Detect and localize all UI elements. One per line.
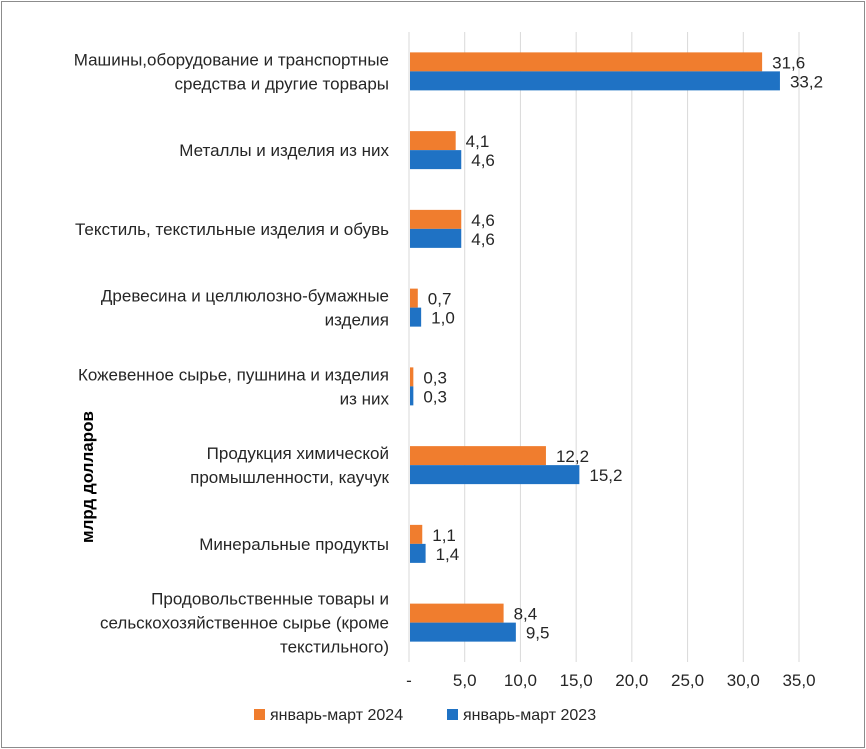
category-labels: Машины,оборудование и транспортные средст… — [74, 50, 390, 656]
x-tick-label: 5,0 — [453, 671, 477, 690]
data-label: 12,2 — [556, 447, 589, 466]
category-label: Металлы и изделия из них — [179, 141, 389, 160]
data-labels: 31,633,24,14,64,64,60,71,00,30,312,215,2… — [423, 53, 823, 642]
bar-2023 — [410, 228, 462, 248]
data-label: 4,6 — [471, 211, 495, 230]
data-label: 1,0 — [431, 309, 455, 328]
category-label-line: сельскохозяйственное сырье (кроме — [100, 614, 389, 633]
category-label-line: изделия — [325, 311, 389, 330]
category-label-line: Кожевенное сырье, пушнина и изделия — [78, 365, 389, 384]
x-tick-label: 10,0 — [504, 671, 537, 690]
data-label: 4,6 — [471, 230, 495, 249]
data-label: 1,4 — [436, 545, 460, 564]
category-label-line: Металлы и изделия из них — [179, 141, 389, 160]
category-label-line: Машины,оборудование и транспортные — [74, 50, 389, 69]
category-label: Минеральные продукты — [199, 535, 389, 554]
bar-2023 — [410, 543, 426, 563]
x-axis-ticks: - 5,0 10,0 15,0 20,0 25,0 30,0 35,0 — [406, 671, 815, 690]
category-label: Древесина и целлюлозно-бумажные изделия — [101, 287, 389, 330]
x-tick-label: - — [406, 671, 412, 690]
legend-swatch — [447, 709, 458, 720]
category-label-line: текстильного) — [280, 638, 389, 657]
category-label-line: средства и другие торвары — [174, 74, 389, 93]
bar-2024 — [410, 446, 546, 466]
x-tick-label: 30,0 — [727, 671, 760, 690]
bar-2024 — [410, 603, 504, 623]
bar-2024 — [410, 288, 418, 308]
bar-2023 — [410, 465, 580, 485]
data-label: 1,1 — [432, 526, 456, 545]
bar-2024 — [410, 524, 423, 544]
bar-2023 — [410, 622, 516, 642]
bars — [410, 52, 780, 642]
category-label-line: Минеральные продукты — [199, 535, 389, 554]
data-label: 8,4 — [514, 605, 538, 624]
data-label: 0,7 — [428, 290, 452, 309]
category-label: Машины,оборудование и транспортные средст… — [74, 50, 389, 93]
category-label-line: Продовольственные товары и — [151, 590, 389, 609]
data-label: 4,6 — [471, 151, 495, 170]
bar-2024 — [410, 367, 414, 387]
category-label-line: из них — [340, 389, 390, 408]
data-label: 0,3 — [423, 368, 447, 387]
category-label: Продукция химической промышленности, кауч… — [190, 444, 389, 487]
data-label: 4,1 — [466, 132, 490, 151]
data-label: 31,6 — [772, 53, 805, 72]
bar-2023 — [410, 150, 462, 170]
legend-swatch — [254, 709, 265, 720]
category-label: Текстиль, текстильные изделия и обувь — [75, 220, 389, 239]
bar-2024 — [410, 209, 462, 229]
category-label-line: Древесина и целлюлозно-бумажные — [101, 287, 389, 306]
category-label-line: Текстиль, текстильные изделия и обувь — [75, 220, 389, 239]
category-label: Продовольственные товары и сельскохозяйст… — [100, 590, 389, 657]
legend-label: январь-март 2024 — [270, 707, 403, 724]
x-tick-label: 25,0 — [671, 671, 704, 690]
x-tick-label: 15,0 — [560, 671, 593, 690]
y-axis-title: млрд долларов — [78, 411, 97, 543]
data-label: 0,3 — [423, 387, 447, 406]
gridlines — [408, 32, 800, 662]
category-label-line: Продукция химической — [207, 444, 389, 463]
bar-2024 — [410, 52, 763, 72]
legend-label: январь-март 2023 — [463, 707, 596, 724]
x-tick-label: 20,0 — [615, 671, 648, 690]
category-label-line: промышленности, каучук — [190, 468, 389, 487]
data-label: 33,2 — [790, 72, 823, 91]
category-label: Кожевенное сырье, пушнина и изделия из ни… — [78, 365, 389, 408]
bar-2023 — [410, 71, 780, 91]
bar-2023 — [410, 307, 422, 327]
x-tick-label: 35,0 — [782, 671, 815, 690]
bar-2023 — [410, 386, 414, 406]
legend: январь-март 2024 январь-март 2023 — [254, 707, 596, 724]
data-label: 9,5 — [526, 624, 550, 643]
bar-2024 — [410, 131, 456, 151]
data-label: 15,2 — [589, 466, 622, 485]
